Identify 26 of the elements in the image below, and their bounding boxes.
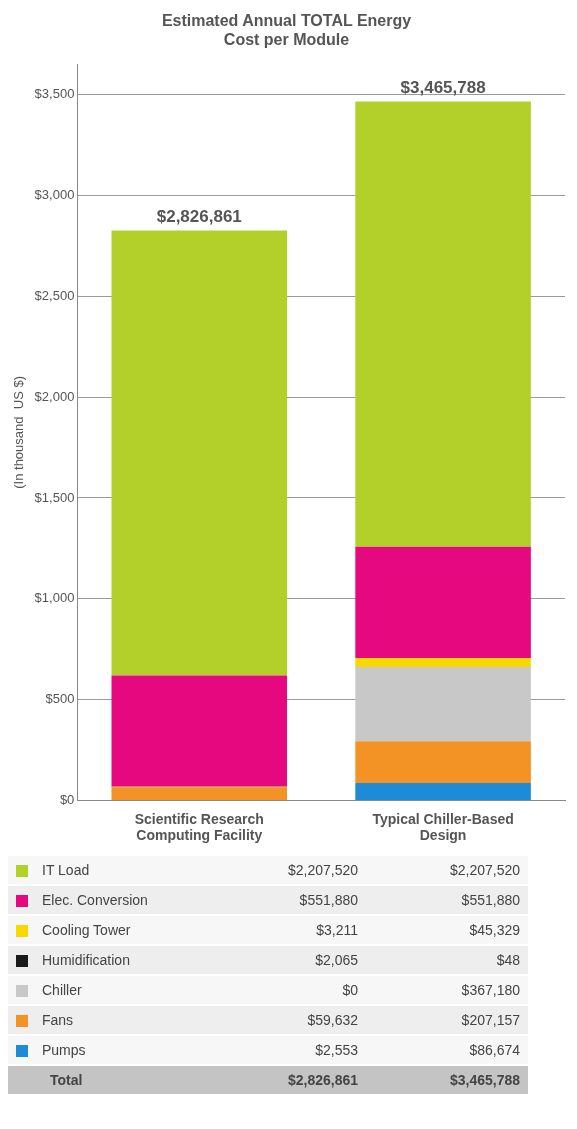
table-row: Chiller $0 $367,180 [8, 976, 528, 1004]
annotation: $3,465,788 [400, 77, 486, 97]
x-tick-label: Scientific Research Computing Facility [134, 810, 264, 844]
y-tick-label: $3,500 [34, 86, 75, 102]
y-tick-label: $0 [59, 791, 75, 807]
y-tick-label: $1,500 [34, 489, 75, 505]
y-tick-label: $2,000 [34, 388, 75, 404]
y-tick-label: $3,000 [34, 187, 75, 203]
legend-label: Chiller [41, 981, 83, 1000]
legend-label: Fans [41, 1011, 75, 1030]
table-row: IT Load $2,207,520 $2,207,520 [8, 856, 528, 884]
y-tick-label: $2,500 [34, 287, 75, 303]
legend-label: Cooling Tower [41, 921, 132, 940]
table-row: Pumps $2,553 $86,674 [8, 1036, 528, 1064]
table-row: Total $2,826,861 $3,465,788 [8, 1066, 528, 1094]
legend-label: Elec. Conversion [41, 891, 149, 910]
legend-label: Pumps [41, 1041, 87, 1060]
x-tick-label: Typical Chiller-Based Design [372, 810, 514, 844]
y-tick-label: $1,000 [34, 590, 75, 606]
chart-title: Estimated Annual TOTAL Energy Cost per Module [161, 12, 412, 49]
y-axis-title: (In thousand US $) [11, 376, 27, 489]
legend-label: Humidification [41, 951, 131, 970]
legend-label: IT Load [41, 861, 91, 880]
y-tick-label: $500 [45, 691, 75, 707]
annotation: $2,826,861 [156, 206, 242, 226]
table-row: Cooling Tower $3,211 $45,329 [8, 916, 528, 944]
